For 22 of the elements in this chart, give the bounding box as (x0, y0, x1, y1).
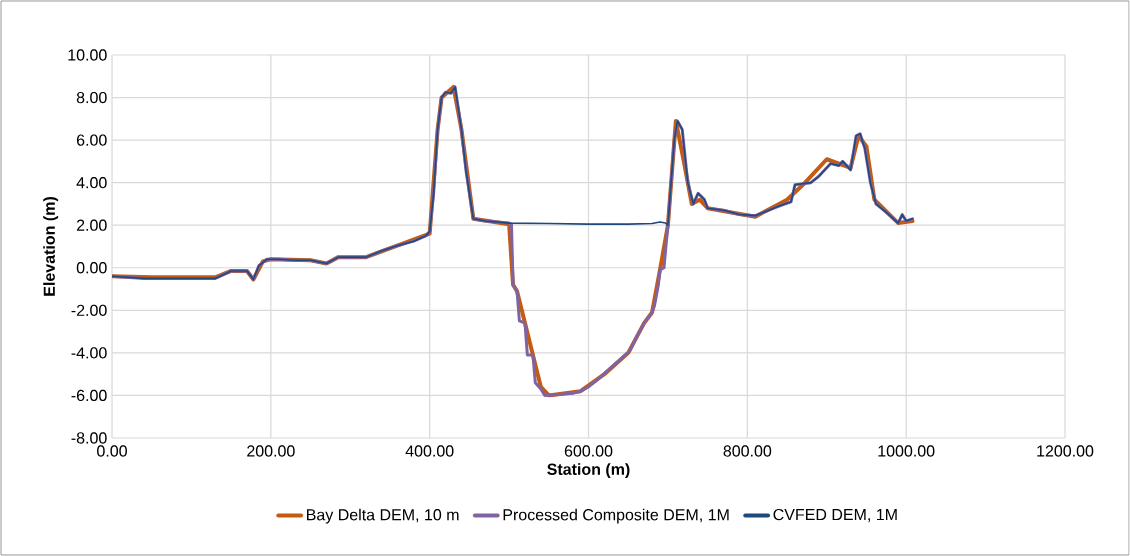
y-tick-label: -4.00 (71, 347, 107, 359)
legend-label: Bay Delta DEM, 10 m (307, 508, 459, 524)
y-tick-label: -8.00 (71, 432, 107, 444)
x-axis-title: Station (m) (547, 463, 630, 479)
legend-label: Processed Composite DEM, 1M (503, 508, 729, 524)
x-tick-label: 1000.00 (878, 445, 935, 457)
legend-label: CVFED DEM, 1M (773, 508, 897, 523)
x-tick-label: 800.00 (723, 445, 772, 457)
x-tick-label: 600.00 (564, 445, 613, 457)
x-tick-label: 1200.00 (1037, 445, 1094, 457)
y-tick-label: -6.00 (71, 389, 107, 402)
y-tick-label: 0.00 (76, 262, 107, 274)
y-tick-label: 4.00 (76, 177, 107, 189)
y-tick-label: 2.00 (76, 219, 107, 231)
y-tick-label: -2.00 (71, 304, 107, 316)
x-tick-label: 200.00 (247, 445, 295, 457)
x-tick-label: 0.00 (97, 445, 127, 457)
y-axis-title: Elevation (m) (43, 197, 59, 296)
x-tick-label: 400.00 (405, 445, 454, 457)
y-tick-label: 8.00 (76, 91, 107, 104)
y-tick-label: 10.00 (68, 49, 107, 61)
y-tick-label: 6.00 (76, 134, 107, 146)
